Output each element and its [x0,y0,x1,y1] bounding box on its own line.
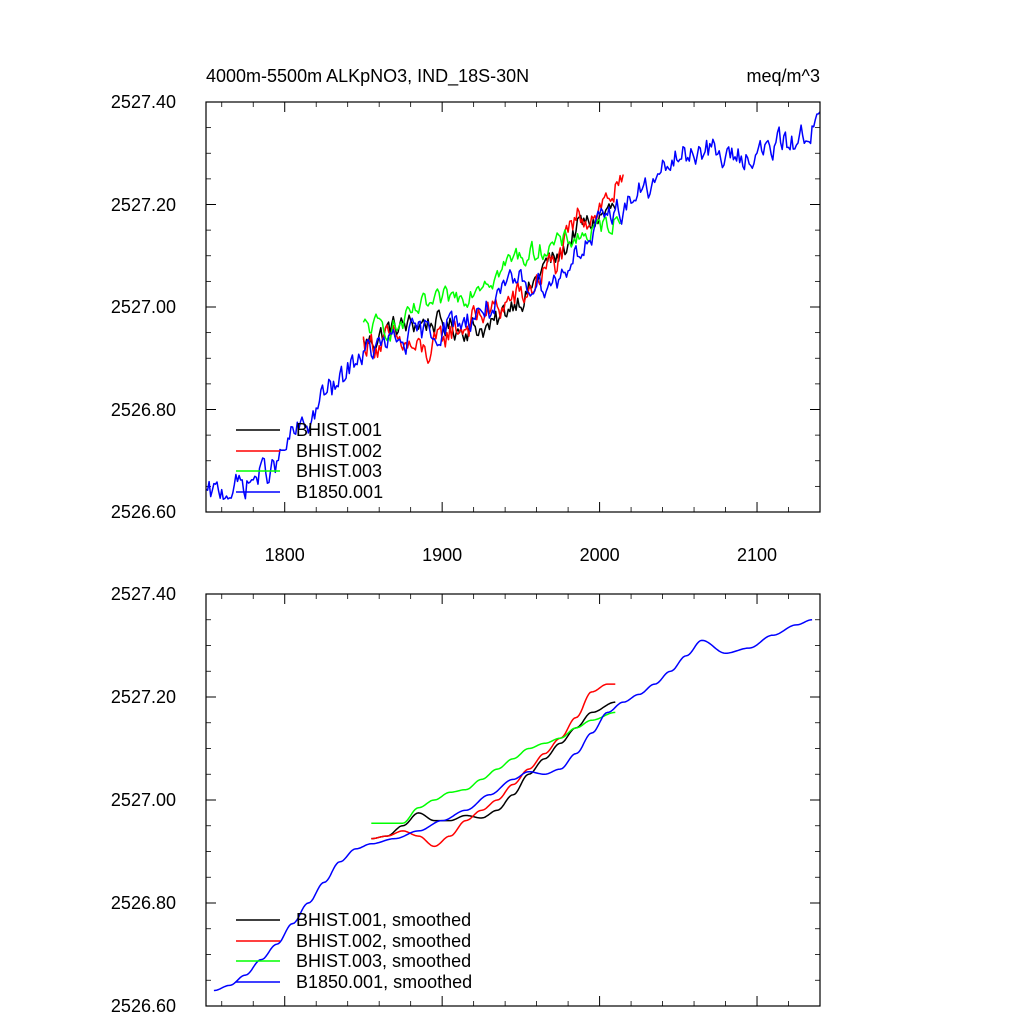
series-line-bhist-003-smoothed [371,711,616,824]
units-label: meq/m^3 [747,66,820,86]
y-tick-label: 2526.80 [111,400,176,420]
x-tick-label: 2000 [580,545,620,565]
series-line-bhist-002 [362,174,624,364]
x-tick-label: 1900 [422,545,462,565]
series-line-bhist-001 [362,202,616,350]
legend-label: BHIST.002, smoothed [296,931,471,951]
legend-label: BHIST.001 [296,420,382,440]
x-tick-label: 2100 [737,545,777,565]
bottom-panel: 2526.60 2526.80 2527.00 2527.20 2527.40 … [111,584,821,1016]
y-tick-label: 2527.40 [111,584,176,604]
legend-label: B1850.001 [296,482,383,502]
y-tick-label: 2526.60 [111,502,176,522]
top-axis-ticks [206,101,821,513]
y-tick-label: 2526.80 [111,893,176,913]
legend-label: BHIST.003, smoothed [296,951,471,971]
top-legend: BHIST.001 BHIST.002 BHIST.003 B1850.001 [236,420,383,502]
series-line-b1850-001-smoothed [213,619,813,992]
y-tick-label: 2527.40 [111,92,176,112]
y-tick-label: 2526.60 [111,996,176,1016]
series-line-bhist-003 [362,216,621,342]
y-tick-label: 2527.00 [111,790,176,810]
series-line-b1850-001 [205,111,821,500]
top-series [205,111,821,500]
bottom-y-tick-labels: 2526.60 2526.80 2527.00 2527.20 2527.40 [111,584,176,1016]
bottom-series [213,619,813,992]
bottom-legend: BHIST.001, smoothed BHIST.002, smoothed … [236,910,472,992]
series-line-bhist-002-smoothed [371,683,616,848]
top-plot-frame [205,101,821,513]
top-y-tick-labels: 2526.60 2526.80 2527.00 2527.20 2527.40 [111,92,176,522]
legend-label: BHIST.002 [296,441,382,461]
y-tick-label: 2527.20 [111,195,176,215]
y-tick-label: 2527.00 [111,297,176,317]
chart-title: 4000m-5500m ALKpNO3, IND_18S-30N [206,66,529,87]
legend-label: B1850.001, smoothed [296,972,472,992]
bottom-plot-frame [205,593,821,1007]
top-panel: 4000m-5500m ALKpNO3, IND_18S-30N meq/m^3… [111,66,821,565]
y-tick-label: 2527.20 [111,687,176,707]
legend-label: BHIST.001, smoothed [296,910,471,930]
x-tick-label: 1800 [265,545,305,565]
legend-label: BHIST.003 [296,461,382,481]
top-x-tick-labels: 1800 1900 2000 2100 [265,545,777,565]
